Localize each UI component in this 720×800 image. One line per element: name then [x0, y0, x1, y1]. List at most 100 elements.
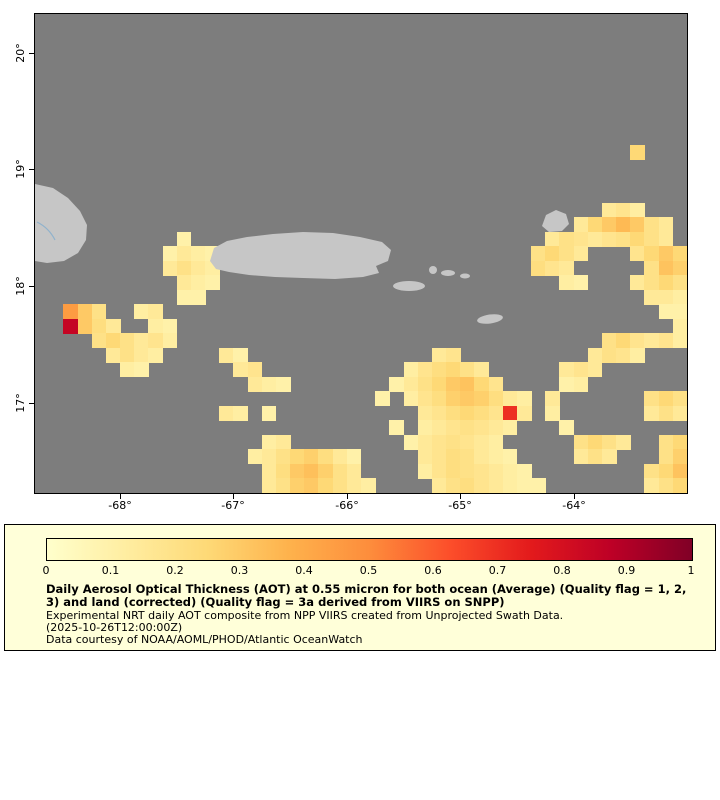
aot-cell	[573, 362, 589, 378]
aot-cell	[658, 217, 674, 233]
aot-cell	[616, 347, 631, 363]
land-culebra	[429, 266, 437, 274]
colorbar-tick-label: 0.9	[617, 564, 636, 577]
aot-cell	[176, 260, 192, 276]
aot-cell	[502, 478, 518, 494]
aot-cell	[460, 478, 475, 494]
aot-cell	[417, 449, 433, 465]
x-axis-label: -68°	[108, 499, 132, 512]
aot-cell	[630, 217, 645, 233]
aot-cell	[587, 449, 603, 465]
aot-cell	[417, 376, 433, 392]
aot-cell	[148, 347, 164, 363]
aot-cell	[233, 405, 249, 421]
aot-cell	[431, 449, 447, 465]
aot-cell	[261, 463, 277, 479]
aot-cell	[488, 434, 504, 450]
aot-cell	[573, 231, 589, 247]
aot-cell	[672, 478, 688, 494]
aot-cell	[403, 362, 419, 378]
aot-cell	[134, 347, 149, 363]
aot-cell	[417, 434, 433, 450]
aot-cell	[176, 289, 192, 305]
aot-cell	[431, 463, 447, 479]
aot-cell	[644, 478, 660, 494]
aot-cell	[361, 478, 376, 494]
aot-cell	[91, 318, 107, 334]
aot-cell	[559, 376, 575, 392]
aot-cell	[488, 420, 504, 436]
colorbar-tick-label: 0.3	[230, 564, 249, 577]
land-puerto-rico	[210, 232, 391, 279]
colorbar-tick-label: 1	[687, 564, 695, 577]
aot-cell	[672, 318, 688, 334]
aot-cell	[148, 318, 164, 334]
land-vieques	[393, 281, 425, 291]
aot-cell	[658, 434, 674, 450]
aot-cell	[630, 275, 645, 291]
x-axis-label: -66°	[335, 499, 359, 512]
aot-cell	[318, 463, 334, 479]
caption-source: Experimental NRT daily AOT composite fro…	[46, 608, 564, 622]
aot-cell	[559, 231, 575, 247]
aot-cell	[275, 376, 291, 392]
aot-cell	[502, 463, 518, 479]
aot-cell	[630, 144, 645, 160]
land-st-croix	[477, 314, 503, 324]
aot-cell	[417, 463, 433, 479]
aot-cell	[587, 347, 603, 363]
aot-cell	[616, 202, 631, 218]
aot-cell	[545, 260, 560, 276]
aot-cell	[290, 449, 305, 465]
aot-cell	[672, 304, 688, 320]
aot-cell	[545, 231, 560, 247]
aot-cell	[658, 260, 674, 276]
aot-cell	[644, 289, 660, 305]
aot-cell	[332, 463, 348, 479]
aot-cell	[162, 260, 178, 276]
aot-cell	[474, 420, 490, 436]
aot-cell	[658, 246, 674, 262]
colorbar-tick-label: 0.2	[166, 564, 184, 577]
aot-cell	[120, 347, 135, 363]
y-axis-label: 19°	[14, 159, 27, 179]
aot-cell	[601, 434, 617, 450]
aot-cell	[672, 289, 688, 305]
aot-cell	[644, 246, 660, 262]
aot-cell	[431, 362, 447, 378]
aot-cell	[616, 434, 631, 450]
aot-cell	[559, 246, 575, 262]
aot-cell	[658, 231, 674, 247]
aot-cell	[233, 362, 249, 378]
aot-cell	[176, 231, 192, 247]
aot-cell	[77, 304, 93, 320]
x-axis-tick	[232, 493, 234, 499]
aot-cell	[559, 275, 575, 291]
aot-cell	[545, 405, 560, 421]
aot-cell	[162, 318, 178, 334]
aot-cell	[375, 391, 390, 407]
aot-cell	[261, 376, 277, 392]
aot-cell	[91, 333, 107, 349]
aot-cell	[672, 391, 688, 407]
aot-cell	[573, 246, 589, 262]
aot-cell	[162, 246, 178, 262]
aot-cell	[431, 420, 447, 436]
caption-block: Daily Aerosol Optical Thickness (AOT) at…	[46, 583, 702, 647]
aot-cell	[616, 333, 631, 349]
aot-cell	[644, 333, 660, 349]
aot-cell	[417, 420, 433, 436]
aot-cell	[460, 434, 475, 450]
aot-cell	[190, 289, 206, 305]
aot-cell	[346, 449, 362, 465]
x-axis-label: -65°	[448, 499, 472, 512]
aot-cell	[573, 275, 589, 291]
aot-cell	[176, 246, 192, 262]
aot-cell	[332, 478, 348, 494]
aot-cell	[474, 376, 490, 392]
y-axis-tick	[29, 402, 35, 404]
aot-cell	[601, 202, 617, 218]
aot-cell	[431, 391, 447, 407]
aot-cell	[275, 434, 291, 450]
aot-cell	[446, 420, 461, 436]
